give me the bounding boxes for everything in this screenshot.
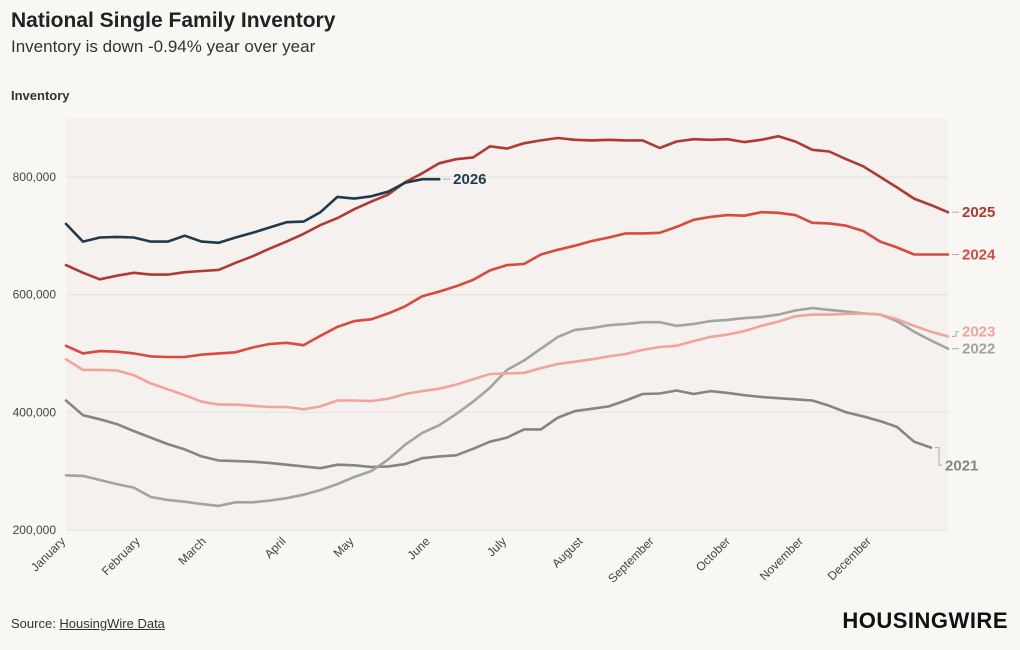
x-tick-label: March (175, 534, 208, 567)
series-line-2022 (64, 306, 950, 508)
x-tick-label: April (262, 534, 289, 561)
end-label-2021: 2021 (945, 457, 978, 474)
series-line-2026 (64, 177, 441, 245)
x-tick-label: January (28, 534, 68, 574)
series-line-2025 (64, 134, 950, 281)
plot-area (66, 118, 948, 530)
y-tick-label: 200,000 (13, 523, 57, 537)
end-label-2025: 2025 (962, 204, 995, 221)
x-tick-label: November (757, 534, 806, 583)
x-tick-label: October (693, 534, 733, 574)
x-tick-label: June (404, 534, 433, 563)
x-tick-label: December (825, 534, 874, 583)
series-line-2024 (64, 210, 950, 359)
end-label-connector (952, 331, 959, 337)
source-note: Source: HousingWire Data (11, 616, 165, 631)
end-label-connector (935, 447, 943, 466)
y-tick-label: 800,000 (13, 170, 57, 184)
x-tick-label: July (484, 534, 509, 559)
y-tick-label: 400,000 (13, 405, 57, 419)
source-link[interactable]: HousingWire Data (59, 616, 165, 631)
housingwire-logo: HOUSINGWIRE (842, 608, 1008, 633)
x-tick-label: May (331, 534, 357, 560)
source-prefix: Source: (11, 616, 60, 631)
y-axis-label: Inventory (11, 88, 70, 103)
y-tick-label: 600,000 (13, 288, 57, 302)
end-label-2026: 2026 (453, 171, 486, 188)
x-tick-label: August (549, 534, 586, 571)
end-label-2023: 2023 (962, 324, 995, 341)
chart-title: National Single Family Inventory (11, 9, 336, 32)
chart-subtitle: Inventory is down -0.94% year over year (11, 37, 316, 56)
end-label-2022: 2022 (962, 341, 995, 358)
series-line-2021 (64, 389, 933, 470)
series-line-2023 (64, 312, 950, 411)
x-tick-label: February (99, 534, 143, 578)
end-label-2024: 2024 (962, 247, 996, 264)
x-tick-label: September (605, 534, 656, 585)
